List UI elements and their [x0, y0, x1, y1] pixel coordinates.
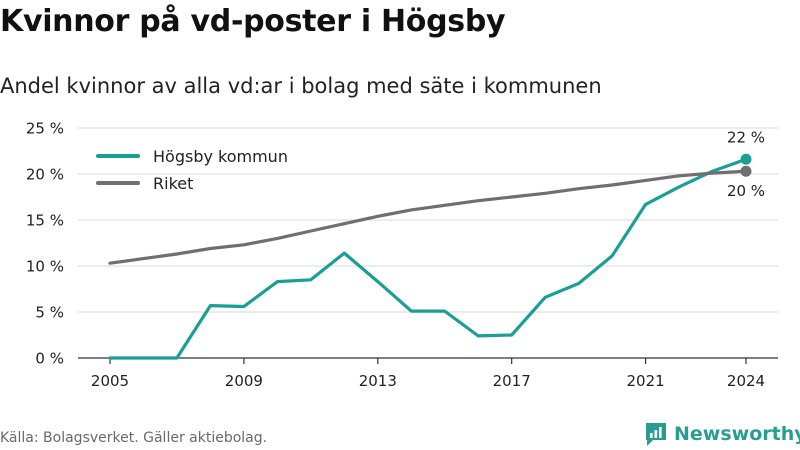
series-line-hogsby: [108, 157, 748, 360]
legend-label: Riket: [153, 174, 193, 193]
y-tick-label: 0 %: [35, 350, 64, 368]
legend-label: Högsby kommun: [153, 147, 288, 166]
chart-title: Kvinnor på vd-poster i Högsby: [0, 4, 506, 39]
newsworthy-logo-icon: [646, 423, 666, 446]
series-line-riket: [108, 169, 748, 265]
y-tick-label: 5 %: [35, 304, 64, 322]
end-value-label: 22 %: [727, 128, 765, 146]
y-tick-label: 25 %: [26, 120, 64, 138]
series-end-marker: [740, 165, 752, 177]
line-chart: 0 % 5 % 10 % 15 % 20 % 25 % 2005 2009 2013 2017 20…: [26, 120, 778, 390]
x-tick-label: 2021: [626, 372, 664, 390]
x-tick-label: 2017: [493, 372, 531, 390]
x-tick-label: 2009: [225, 372, 263, 390]
y-tick-label: 10 %: [26, 258, 64, 276]
y-tick-label: 15 %: [26, 212, 64, 230]
brand-name: Newsworthy: [674, 423, 800, 445]
x-tick-label: 2005: [91, 372, 129, 390]
y-tick-label: 20 %: [26, 166, 64, 184]
end-value-label: 20 %: [727, 182, 765, 200]
brand-logo: Newsworthy: [644, 420, 800, 448]
x-tick-label: 2013: [359, 372, 397, 390]
series-end-marker: [740, 153, 752, 165]
source-note: Källa: Bolagsverket. Gäller aktiebolag.: [0, 430, 268, 446]
chart-subtitle: Andel kvinnor av alla vd:ar i bolag med …: [0, 74, 602, 98]
x-tick-label: 2024: [727, 372, 765, 390]
